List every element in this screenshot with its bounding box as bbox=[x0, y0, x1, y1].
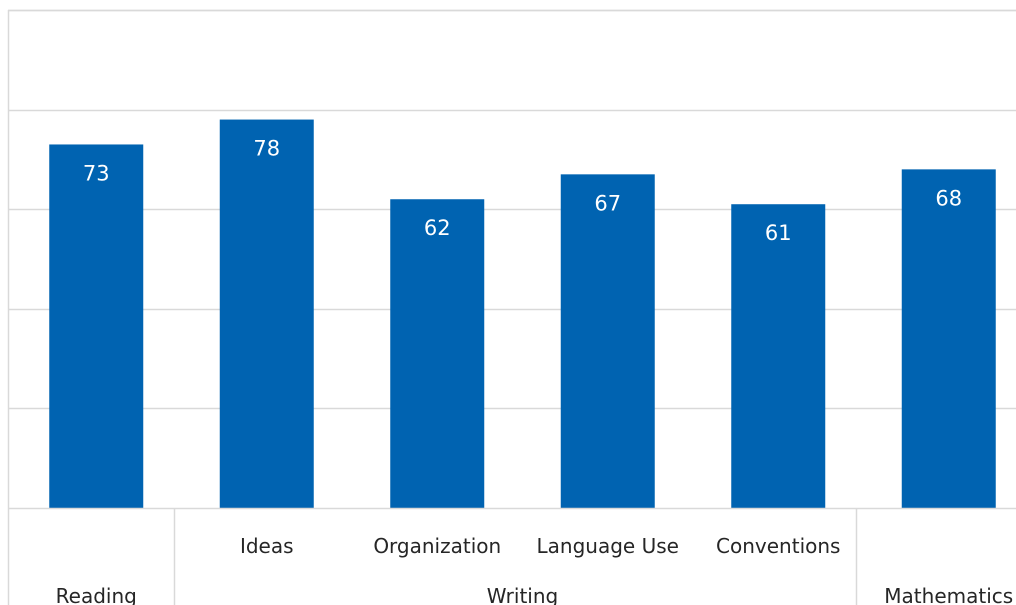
data-label: 68 bbox=[935, 186, 962, 210]
bar bbox=[560, 174, 655, 508]
group-label: Writing bbox=[487, 584, 558, 605]
tick-label: Organization bbox=[373, 534, 501, 558]
data-label: 78 bbox=[253, 137, 280, 161]
bars bbox=[49, 119, 996, 509]
bar bbox=[390, 199, 485, 509]
data-label: 67 bbox=[594, 191, 621, 215]
group-label: Mathematics bbox=[884, 584, 1013, 605]
group-label: Reading bbox=[56, 584, 137, 605]
data-labels: 73 78 62 67 61 68 bbox=[83, 137, 962, 246]
bar bbox=[219, 119, 314, 508]
tick-label: Language Use bbox=[537, 534, 679, 558]
tick-label: Conventions bbox=[716, 534, 840, 558]
data-label: 61 bbox=[765, 221, 792, 245]
category-axis: Ideas Organization Language Use Conventions… bbox=[8, 507, 1016, 605]
bar bbox=[731, 204, 826, 508]
data-label: 62 bbox=[424, 216, 451, 240]
data-label: 73 bbox=[83, 161, 110, 185]
tick-label: Ideas bbox=[240, 534, 294, 558]
bar bbox=[49, 144, 144, 508]
bar bbox=[901, 169, 996, 509]
gridlines bbox=[7, 9, 1016, 605]
